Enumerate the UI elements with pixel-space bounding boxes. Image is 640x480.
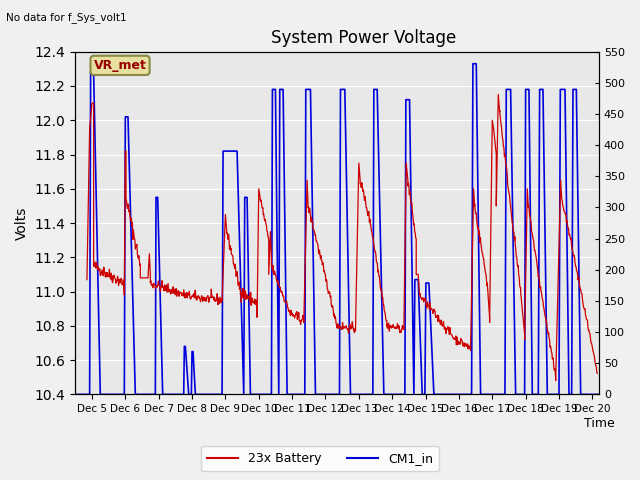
23x Battery <box>267 229 275 235</box>
23x Battery <box>495 92 502 97</box>
23x Battery <box>410 221 418 227</box>
23x Battery <box>593 370 601 376</box>
23x Battery <box>552 378 559 384</box>
Text: VR_met: VR_met <box>93 59 147 72</box>
23x Battery <box>557 177 564 183</box>
CM1_in <box>271 86 279 92</box>
CM1_in <box>152 392 159 397</box>
CM1_in <box>72 392 79 397</box>
CM1_in <box>469 61 477 67</box>
CM1_in <box>422 280 429 286</box>
X-axis label: Time: Time <box>584 417 614 430</box>
Y-axis label: Volts: Volts <box>15 206 29 240</box>
23x Battery <box>83 276 91 282</box>
CM1_in <box>595 392 603 397</box>
CM1_in <box>507 86 515 92</box>
CM1_in <box>87 70 95 75</box>
Line: CM1_in: CM1_in <box>76 64 599 395</box>
23x Battery <box>571 255 579 261</box>
Title: System Power Voltage: System Power Voltage <box>271 29 456 48</box>
Text: No data for f_Sys_volt1: No data for f_Sys_volt1 <box>6 12 127 23</box>
Line: 23x Battery: 23x Battery <box>87 95 597 381</box>
CM1_in <box>131 392 139 397</box>
23x Battery <box>506 191 513 196</box>
23x Battery <box>365 208 372 214</box>
Legend: 23x Battery, CM1_in: 23x Battery, CM1_in <box>201 446 439 471</box>
